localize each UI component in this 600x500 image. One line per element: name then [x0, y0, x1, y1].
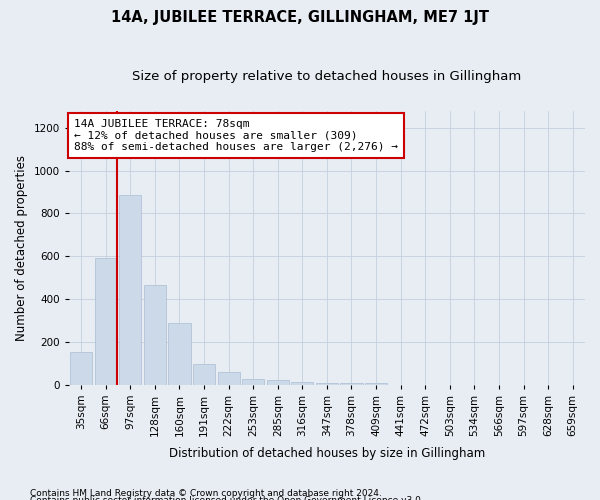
Bar — [95, 258, 117, 384]
Y-axis label: Number of detached properties: Number of detached properties — [15, 154, 28, 340]
Bar — [119, 195, 142, 384]
Bar — [291, 382, 313, 384]
Bar — [340, 382, 362, 384]
Bar — [144, 285, 166, 384]
Bar — [242, 378, 264, 384]
Bar — [316, 382, 338, 384]
Bar — [266, 380, 289, 384]
Text: Contains HM Land Registry data © Crown copyright and database right 2024.: Contains HM Land Registry data © Crown c… — [30, 488, 382, 498]
Bar — [193, 364, 215, 384]
Bar — [70, 352, 92, 384]
Bar — [218, 372, 239, 384]
X-axis label: Distribution of detached houses by size in Gillingham: Distribution of detached houses by size … — [169, 447, 485, 460]
Text: 14A, JUBILEE TERRACE, GILLINGHAM, ME7 1JT: 14A, JUBILEE TERRACE, GILLINGHAM, ME7 1J… — [111, 10, 489, 25]
Text: Contains public sector information licensed under the Open Government Licence v3: Contains public sector information licen… — [30, 496, 424, 500]
Bar — [169, 322, 191, 384]
Bar — [365, 382, 387, 384]
Text: 14A JUBILEE TERRACE: 78sqm
← 12% of detached houses are smaller (309)
88% of sem: 14A JUBILEE TERRACE: 78sqm ← 12% of deta… — [74, 119, 398, 152]
Title: Size of property relative to detached houses in Gillingham: Size of property relative to detached ho… — [132, 70, 521, 83]
